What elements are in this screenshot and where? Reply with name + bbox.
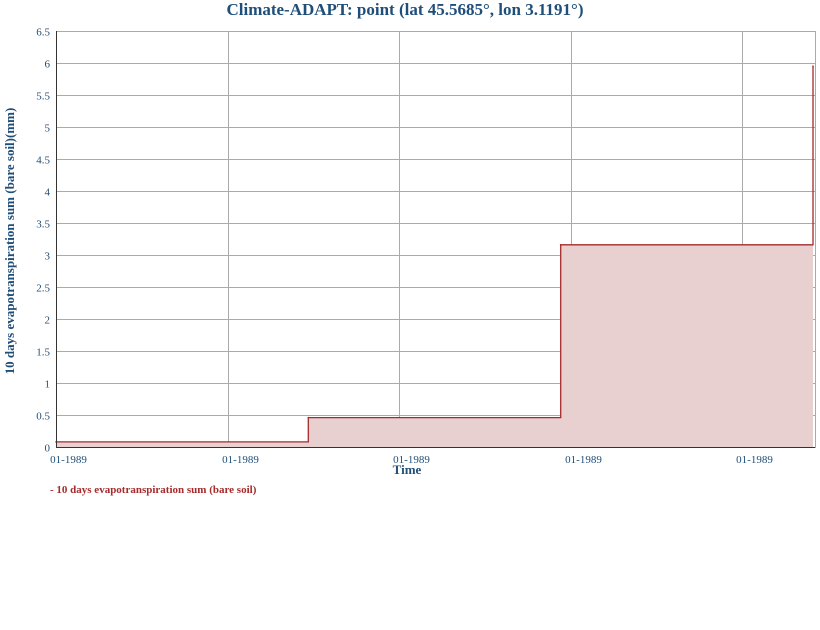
y-tick-label: 0.5	[36, 411, 50, 423]
series-area	[55, 65, 814, 447]
y-tick-label: 2	[45, 315, 51, 327]
series-line[interactable]	[56, 66, 814, 443]
grid	[56, 31, 816, 448]
data-point[interactable]	[307, 416, 310, 419]
data-point[interactable]	[812, 65, 814, 67]
y-tick-label: 3.5	[36, 219, 50, 231]
x-tick-label: 01-1989	[736, 454, 773, 466]
x-axis-title: Time	[393, 462, 422, 477]
y-tick-label: 4	[45, 187, 51, 199]
y-tick-label: 2.5	[36, 283, 50, 295]
series-fill	[56, 66, 813, 447]
y-tick-label: 6.5	[36, 27, 50, 39]
y-tick-label: 0	[45, 443, 51, 455]
legend-entry[interactable]: - 10 days evapotranspiration sum (bare s…	[50, 484, 256, 496]
x-tick-label: 01-1989	[565, 454, 602, 466]
y-tick-label: 1	[45, 379, 51, 391]
axes: 0 0.5 1 1.5 2 2.5 3 3.5 4 4.5 5 5.5 6 6.5 01-1989 01-19…	[36, 27, 815, 466]
legend-entry-label: - 10 days evapotranspiration sum (bare s…	[50, 484, 257, 496]
y-tick-label: 5	[45, 123, 51, 135]
x-tick-label: 01-1989	[393, 454, 430, 466]
y-tick-label: 6	[45, 59, 51, 71]
chart-title: Climate-ADAPT: point (lat 45.5685°, lon …	[226, 0, 583, 19]
y-tick-label: 5.5	[36, 91, 50, 103]
y-tick-label: 3	[45, 251, 51, 263]
y-tick-label: 1.5	[36, 347, 50, 359]
x-tick-label: 01-1989	[50, 454, 87, 466]
y-tick-label: 4.5	[36, 155, 50, 167]
x-tick-label: 01-1989	[222, 454, 259, 466]
data-point[interactable]	[559, 244, 562, 246]
y-axis-title: 10 days evapotranspiration sum (bare soi…	[2, 108, 17, 375]
